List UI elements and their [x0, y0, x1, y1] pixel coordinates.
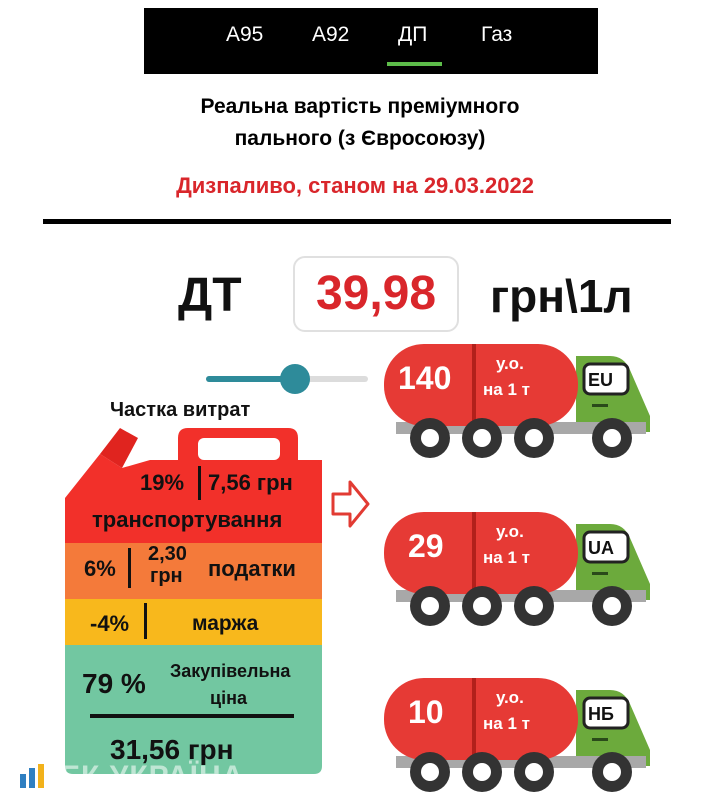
page-subtitle: Дизпаливо, станом на 29.03.2022 — [176, 173, 534, 198]
taxes-percent: 6% — [84, 556, 116, 581]
separator — [128, 548, 131, 588]
cost-share-title: Частка витрат — [110, 399, 251, 421]
truck-nb-unit-line1: у.о. — [496, 688, 524, 707]
tab-gas[interactable]: Газ — [481, 23, 513, 46]
margin-percent: -4% — [90, 611, 130, 636]
fuel-tabs — [144, 8, 598, 74]
truck-icon — [384, 512, 650, 626]
taxes-label: податки — [208, 556, 296, 581]
purchase-label-line1: Закупівельна — [170, 661, 291, 681]
fuel-type-label: ДТ — [178, 269, 242, 322]
slider-handle[interactable] — [280, 364, 310, 394]
watermark: ЕК УКРАЇНА — [60, 760, 245, 793]
arrow-right-icon — [331, 480, 370, 528]
transport-percent: 19% — [140, 470, 185, 495]
slider-fill — [206, 376, 294, 382]
truck-nb-unit-line2: на 1 т — [483, 714, 530, 733]
truck-ua-unit-line1: у.о. — [496, 522, 524, 541]
truck-eu-unit-line1: у.о. — [496, 354, 524, 373]
purchase-percent: 79 % — [82, 668, 146, 699]
taxes-amount-line2: грн — [150, 565, 183, 587]
transport-amount: 7,56 грн — [208, 470, 293, 495]
purchase-amount: 31,56 грн — [110, 734, 234, 765]
separator — [144, 603, 147, 639]
price-unit: грн\1л — [490, 270, 633, 322]
price-value: 39,98 — [315, 267, 437, 320]
truck-ua-value: 29 — [408, 528, 444, 564]
tab-a92[interactable]: А92 — [312, 23, 350, 46]
tab-dp[interactable]: ДП — [398, 23, 428, 46]
separator — [198, 466, 201, 500]
truck-eu-tag: EU — [588, 370, 614, 390]
taxes-amount-line1: 2,30 — [148, 543, 187, 565]
truck-ua-tag: UA — [588, 538, 614, 558]
truck-nb-value: 10 — [408, 694, 444, 730]
truck-eu-unit-line2: на 1 т — [483, 380, 530, 399]
tab-a95[interactable]: А95 — [226, 23, 264, 46]
divider — [43, 219, 671, 224]
purchase-label-line2: ціна — [210, 688, 247, 708]
truck-icon — [384, 344, 650, 458]
logo-icon — [20, 764, 44, 788]
price-box — [293, 256, 459, 332]
truck-icon — [384, 678, 650, 792]
transport-label: транспортування — [92, 507, 283, 532]
page-title-line2: пального (з Євросоюзу) — [234, 127, 486, 150]
active-tab-indicator — [387, 62, 442, 66]
truck-eu-value: 140 — [398, 360, 452, 396]
page-title-line1: Реальна вартість преміумного — [200, 95, 520, 118]
truck-nb-tag: НБ — [588, 704, 614, 724]
purchase-underline — [90, 714, 294, 718]
truck-ua-unit-line2: на 1 т — [483, 548, 530, 567]
canister-icon — [65, 428, 322, 774]
margin-label: маржа — [192, 612, 259, 635]
